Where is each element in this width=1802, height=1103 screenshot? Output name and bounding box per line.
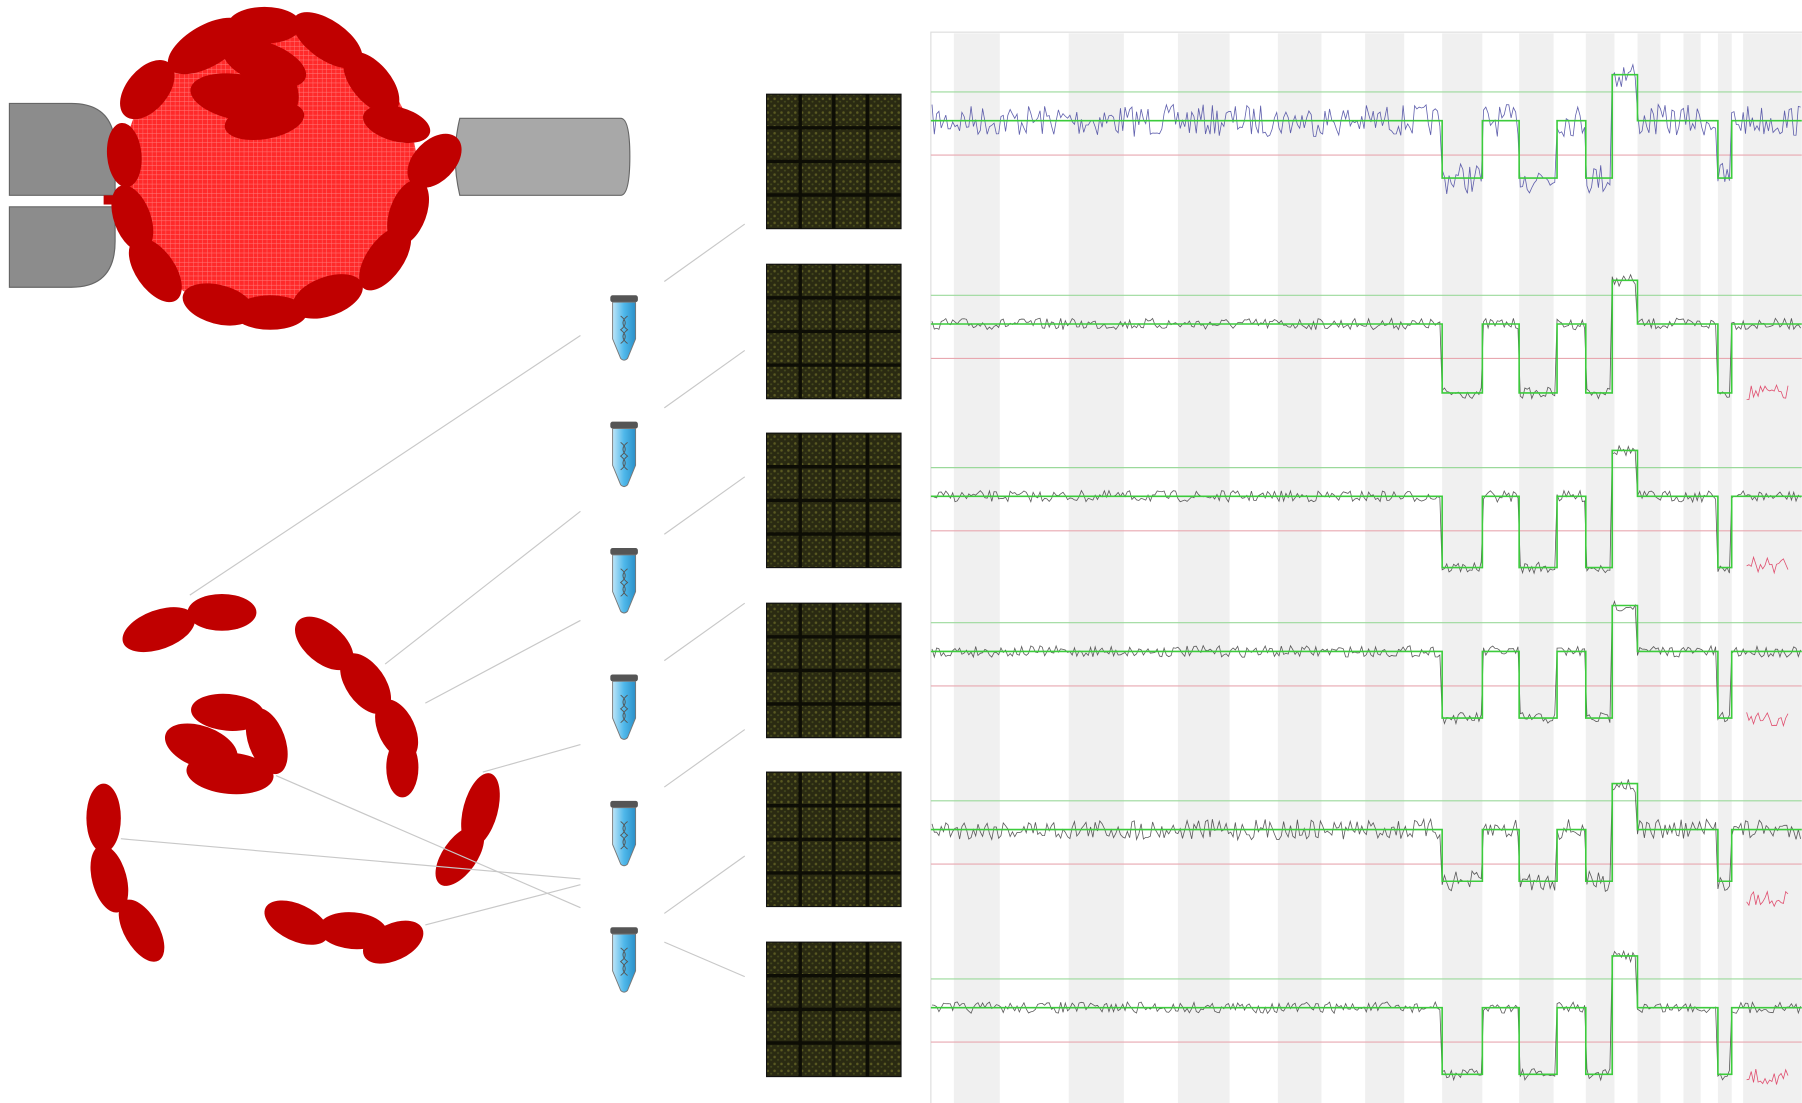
- band: [1743, 33, 1802, 1103]
- tube-body: [613, 429, 636, 487]
- connector-line: [664, 603, 744, 660]
- connector-line: [664, 856, 744, 913]
- tube-cap: [610, 548, 638, 555]
- connector-line: [664, 942, 744, 976]
- band: [1278, 33, 1322, 1103]
- holder-pipette: [9, 103, 115, 195]
- tube: [610, 295, 638, 360]
- connector-line: [664, 350, 744, 407]
- tube-body: [613, 934, 636, 992]
- cell: [116, 598, 201, 661]
- tube: [610, 674, 638, 739]
- page: (() => { const data = JSON.parse(documen…: [0, 0, 1802, 1103]
- tube-body: [613, 808, 636, 866]
- injection-needle: [455, 118, 630, 195]
- tubes: [610, 295, 638, 992]
- tube-cap: [610, 295, 638, 302]
- tube-body: [613, 555, 636, 613]
- tube-cap: [610, 927, 638, 934]
- connector-line: [664, 730, 744, 787]
- band: [1178, 33, 1230, 1103]
- band: [954, 33, 1000, 1103]
- tube: [610, 548, 638, 613]
- tube-cap: [610, 674, 638, 681]
- tube-body: [613, 681, 636, 739]
- connector-line: [121, 839, 581, 879]
- tube: [610, 422, 638, 487]
- cell: [187, 594, 256, 631]
- band: [1365, 33, 1404, 1103]
- tube-body: [613, 302, 636, 360]
- tube-cap: [610, 801, 638, 808]
- connector-line: [385, 511, 580, 664]
- holder-pipette: [9, 207, 115, 287]
- connector-line: [190, 335, 581, 595]
- connector-line: [664, 477, 744, 534]
- tube: [610, 801, 638, 866]
- band: [1069, 33, 1124, 1103]
- tube-cap: [610, 422, 638, 429]
- connector-line: [425, 885, 580, 925]
- tube: [610, 927, 638, 992]
- band: [1683, 33, 1700, 1103]
- microarrays: [767, 94, 901, 1076]
- connector-line: [483, 745, 581, 773]
- connector-line: [664, 224, 744, 281]
- cnv-plot: [931, 32, 1802, 1103]
- cell: [86, 784, 120, 853]
- band: [1637, 33, 1660, 1103]
- connector-line: [276, 776, 580, 908]
- cell: [386, 738, 418, 798]
- connector-line: [425, 620, 580, 703]
- figure: [0, 0, 1802, 1103]
